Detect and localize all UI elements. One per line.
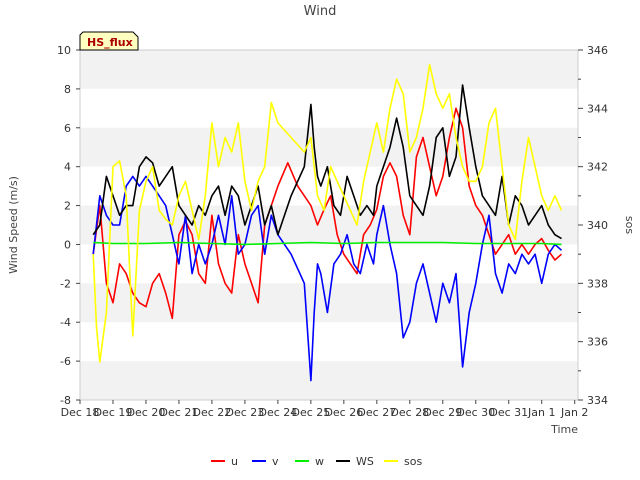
x-tick-label: Dec 24 [258,406,297,419]
hs-flux-annotation: HS_flux [79,31,139,51]
x-tick-label: Dec 22 [193,406,232,419]
x-tick-label: Dec 20 [127,406,166,419]
y-axis-label: Wind Speed (m/s) [7,176,20,274]
y-tick-label: 4 [64,161,71,174]
legend-label-v: v [272,455,279,468]
legend-label-ws: WS [356,455,374,468]
y-tick-label: 6 [64,122,71,135]
series-line-u [92,107,563,320]
y2-axis-label: sos [623,216,636,234]
grid-band [80,361,578,400]
x-tick-label: Dec 31 [489,406,528,419]
x-tick-label: Dec 26 [324,406,363,419]
y2-tick-label: 338 [587,277,608,290]
series-line-sos [92,63,563,363]
y-tick-label: 8 [64,83,71,96]
series-line-w [93,241,562,246]
legend-label-sos: sos [404,455,422,468]
x-tick-label: Dec 29 [423,406,462,419]
x-tick-label: Dec 18 [61,406,100,419]
x-tick-label: Dec 21 [160,406,199,419]
y2-tick-label: 346 [587,44,608,57]
y-tick-label: -8 [60,394,71,407]
legend-label-w: w [315,455,324,468]
y-axis-right: 334 336 338 340 342 344 346 [578,44,608,407]
x-tick-label: Jan 2 [560,406,588,419]
grid-bands [80,50,578,400]
annotation-label: HS_flux [87,36,133,49]
series-group [92,63,563,382]
x-tick-label: Dec 28 [390,406,429,419]
series-line-ws [92,84,562,240]
x-tick-label: Dec 25 [291,406,330,419]
grid-band [80,50,578,89]
legend-label-u: u [231,455,238,468]
x-tick-label: Jan 1 [527,406,555,419]
y2-tick-label: 340 [587,219,608,232]
grid-band [80,127,578,167]
x-tick-label: Dec 23 [226,406,265,419]
series-line-v [92,175,563,382]
y2-tick-label: 336 [587,336,608,349]
x-tick-label: Dec 27 [357,406,396,419]
y-tick-label: -2 [60,277,71,290]
grid-band [80,205,578,245]
x-axis-label: Time [550,423,578,436]
x-tick-label: Dec 19 [94,406,133,419]
y-tick-label: -6 [60,355,71,368]
y2-tick-label: 342 [587,161,608,174]
y-tick-label: 0 [64,238,71,251]
y-axis-left: -8 -6 -4 -2 0 2 4 6 8 10 [57,44,80,407]
y2-tick-label: 344 [587,102,608,115]
y-tick-label: 2 [64,200,71,213]
y-tick-label: -4 [60,316,71,329]
chart-title: Wind [304,4,337,19]
y2-tick-label: 334 [587,394,608,407]
x-tick-label: Dec 30 [456,406,495,419]
legend: u v w WS sos [211,455,422,468]
y-tick-label: 10 [57,44,71,57]
